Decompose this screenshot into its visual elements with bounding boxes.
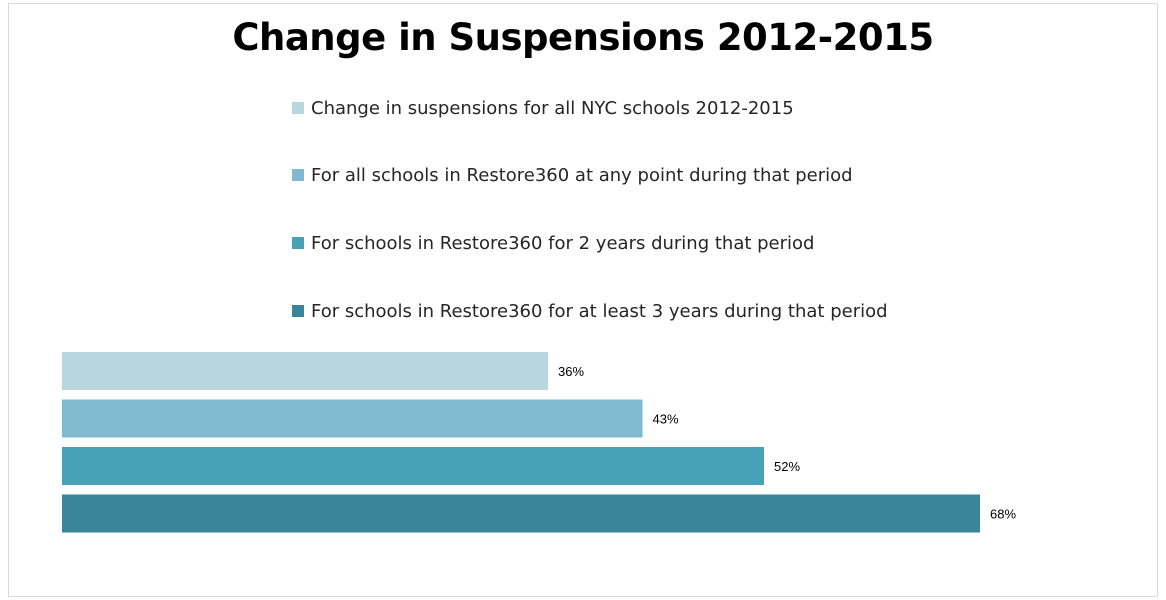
legend-swatch xyxy=(292,169,304,181)
legend-swatch xyxy=(292,102,304,114)
legend-label: For all schools in Restore360 at any poi… xyxy=(311,164,853,186)
legend-item: Change in suspensions for all NYC school… xyxy=(292,95,794,121)
data-label: 36% xyxy=(558,364,584,379)
legend-swatch xyxy=(292,237,304,249)
legend-item: For schools in Restore360 for 2 years du… xyxy=(292,230,814,256)
legend-label: For schools in Restore360 for 2 years du… xyxy=(311,232,815,254)
bar xyxy=(62,352,548,390)
chart-title: Change in Suspensions 2012-2015 xyxy=(232,16,934,59)
bar xyxy=(62,494,980,533)
legend-item: For all schools in Restore360 at any poi… xyxy=(292,162,853,188)
data-label: 43% xyxy=(653,412,679,427)
data-label: 52% xyxy=(774,459,800,474)
legend-item: For schools in Restore360 for at least 3… xyxy=(292,298,888,324)
legend-label: Change in suspensions for all NYC school… xyxy=(311,97,794,119)
bar xyxy=(62,399,643,438)
bar xyxy=(62,447,764,485)
legend-swatch xyxy=(292,305,304,317)
data-label: 68% xyxy=(990,507,1016,522)
legend-label: For schools in Restore360 for at least 3… xyxy=(311,300,888,322)
